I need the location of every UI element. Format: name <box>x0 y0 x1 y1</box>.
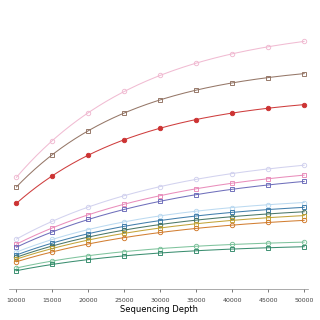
X-axis label: Sequencing Depth: Sequencing Depth <box>119 306 197 315</box>
